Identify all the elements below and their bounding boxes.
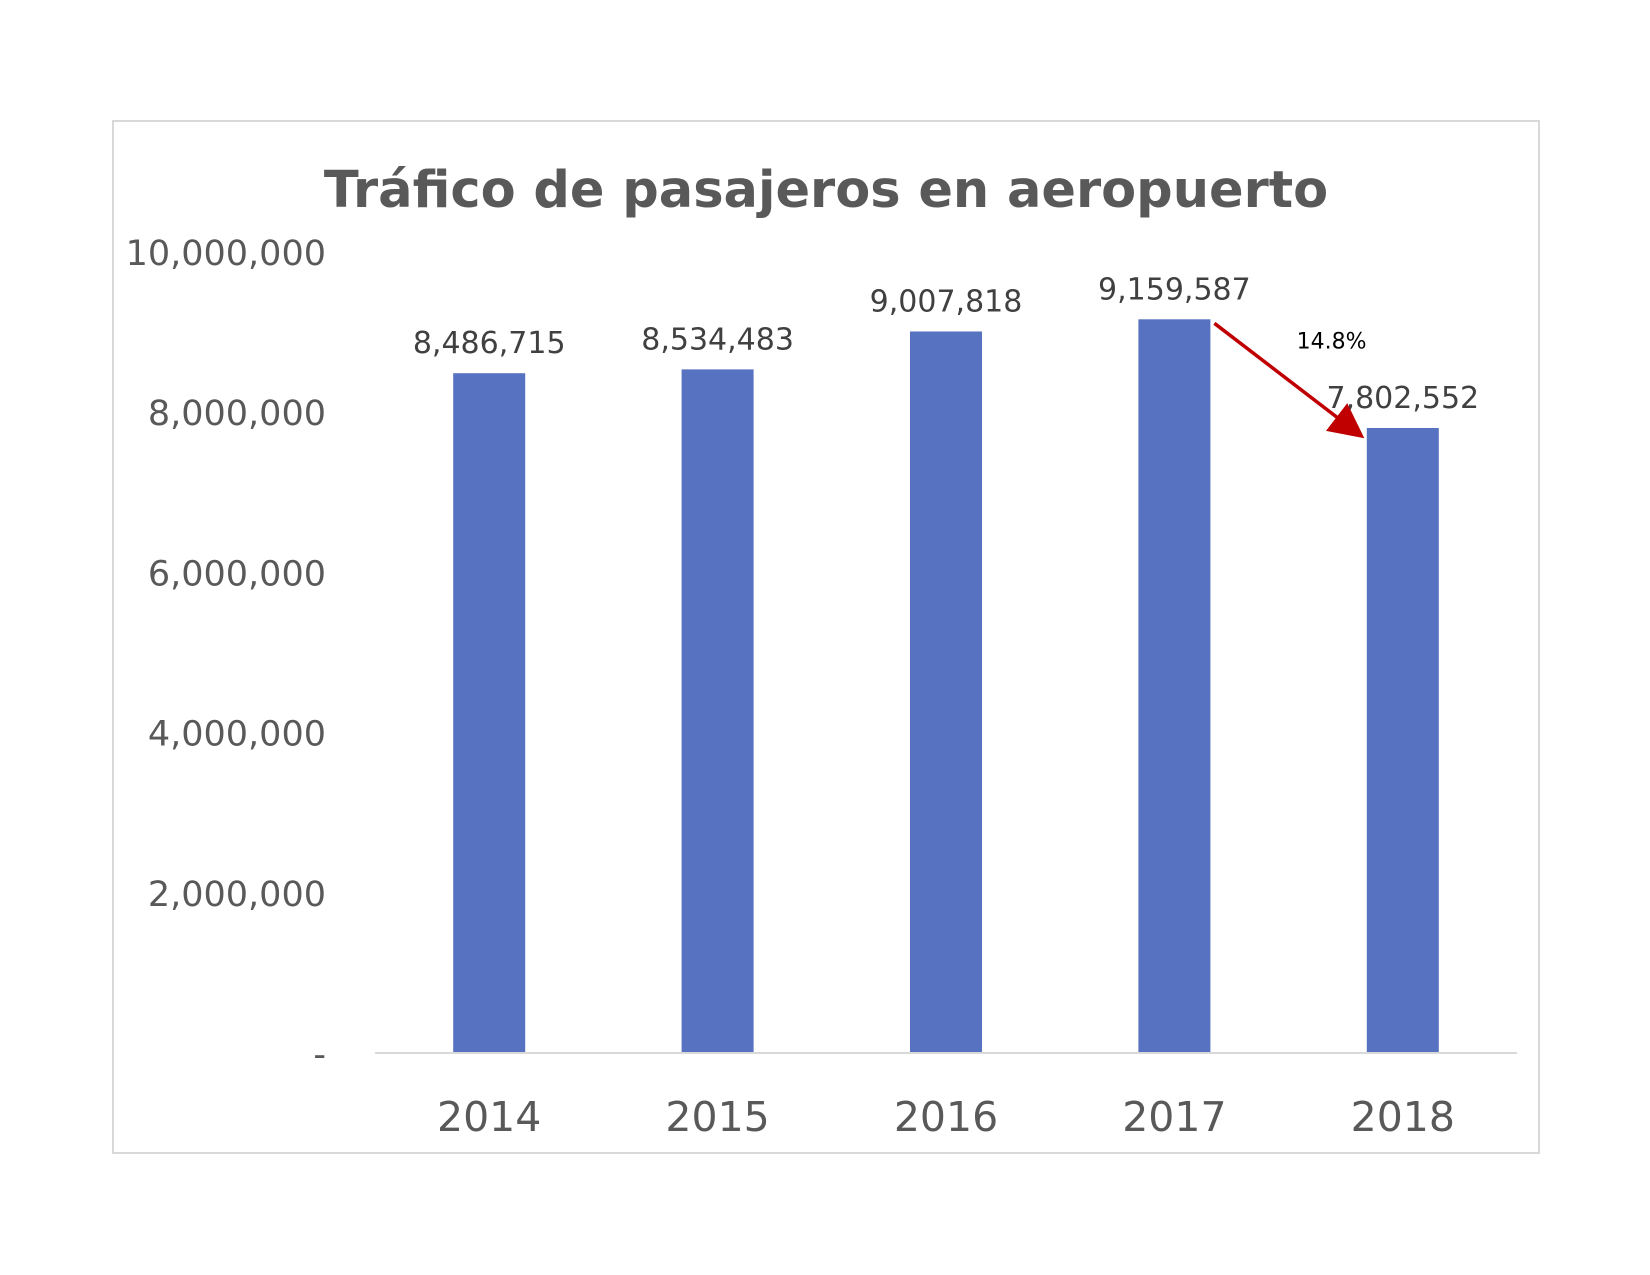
chart-title: Tráfico de pasajeros en aeropuerto <box>324 161 1328 220</box>
bars <box>453 319 1439 1054</box>
data-label: 8,486,715 <box>413 326 566 361</box>
bar-2018 <box>1366 428 1439 1053</box>
chart-frame <box>112 120 1540 1154</box>
y-tick-label: 6,000,000 <box>148 554 326 594</box>
y-axis: - 2,000,000 4,000,000 6,000,000 8,000,000 10,… <box>126 234 326 1075</box>
data-label: 7,802,552 <box>1326 381 1479 416</box>
bar-2015 <box>681 369 754 1053</box>
decline-arrow <box>1213 321 1365 439</box>
bar-2017 <box>1138 319 1211 1053</box>
data-label: 9,007,818 <box>870 284 1023 319</box>
decline-percent-label: 14.8% <box>1297 330 1367 355</box>
annotations: 14.8% <box>1213 321 1367 439</box>
data-labels: 8,486,715 8,534,483 9,007,818 9,159,587 7,80… <box>413 272 1479 416</box>
y-tick-label: - <box>313 1035 326 1075</box>
x-tick-label: 2017 <box>1122 1093 1226 1141</box>
bar-2016 <box>910 331 982 1054</box>
x-tick-label: 2016 <box>894 1093 998 1141</box>
y-tick-label: 8,000,000 <box>148 394 326 434</box>
y-tick-label: 2,000,000 <box>148 875 326 915</box>
bar-2014 <box>453 373 526 1054</box>
y-tick-label: 10,000,000 <box>126 234 326 274</box>
data-label: 8,534,483 <box>641 322 794 357</box>
x-tick-label: 2018 <box>1351 1093 1455 1141</box>
x-axis: 2014 2015 2016 2017 2018 <box>437 1093 1455 1141</box>
x-tick-label: 2015 <box>665 1093 769 1141</box>
y-tick-label: 4,000,000 <box>148 715 326 755</box>
data-label: 9,159,587 <box>1098 272 1251 307</box>
x-tick-label: 2014 <box>437 1093 541 1141</box>
